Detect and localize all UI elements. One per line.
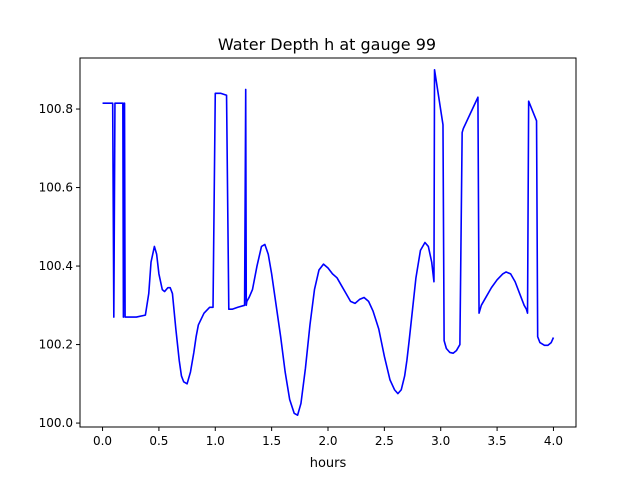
x-tick-label: 4.0 (544, 434, 563, 448)
x-tick-label: 3.5 (488, 434, 507, 448)
y-tick-label: 100.0 (39, 416, 73, 430)
series-line-0 (102, 68, 555, 417)
x-axis-label: hours (310, 456, 347, 471)
x-tick-label: 1.5 (262, 434, 281, 448)
y-axis: 100.0 100.2 100.4 100.6 100.8 (39, 102, 80, 430)
y-tick-label: 100.6 (39, 181, 73, 195)
x-tick-label: 1.0 (206, 434, 225, 448)
x-axis: 0.0 0.5 1.0 1.5 2.0 2.5 3.0 3.5 4.0 (93, 427, 563, 448)
x-tick-label: 0.5 (149, 434, 168, 448)
y-tick-label: 100.2 (39, 338, 73, 352)
y-tick-label: 100.4 (39, 259, 73, 273)
y-tick-label: 100.8 (39, 102, 73, 116)
x-tick-label: 2.5 (375, 434, 394, 448)
chart-title: Water Depth h at gauge 99 (218, 35, 436, 54)
x-tick-label: 2.0 (318, 434, 337, 448)
x-tick-label: 3.0 (431, 434, 450, 448)
plot-area (102, 68, 555, 417)
x-tick-label: 0.0 (93, 434, 112, 448)
